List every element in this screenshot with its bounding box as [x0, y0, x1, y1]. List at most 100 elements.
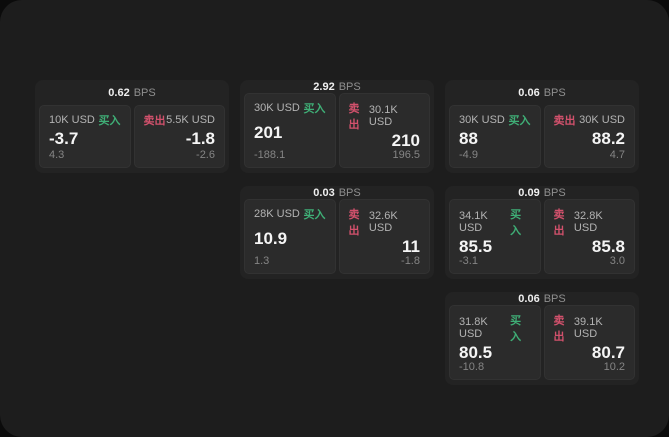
bps-unit-label: BPS [543, 292, 566, 305]
sell-price: -1.8 [185, 129, 215, 148]
buy-price: 80.5 [459, 343, 493, 362]
sell-change: 10.2 [603, 361, 625, 373]
sell-panel[interactable]: 卖出 32.8K USD 85.8 3.0 [543, 199, 635, 274]
sell-amount: 32.6K USD [368, 210, 398, 234]
quote-card: 0.09 BPS 34.1K USD 买入 85.5 -3.1 卖出 32.8K… [445, 186, 639, 279]
quote-card: 2.92 BPS 30K USD 买入 201 -188.1 卖出 30.1K … [240, 80, 434, 173]
sell-panel-top: 卖出 5.5K USD [144, 112, 216, 128]
buy-price: 85.5 [459, 237, 493, 256]
sell-panel[interactable]: 卖出 39.1K USD 80.7 10.2 [543, 305, 635, 380]
sell-change: 3.0 [609, 255, 625, 267]
sell-price: 85.8 [591, 237, 625, 256]
sell-amount: 39.1K USD [573, 316, 603, 340]
buy-panel-top: 30K USD 买入 [254, 100, 326, 116]
buy-panel[interactable]: 30K USD 买入 88 -4.9 [449, 105, 541, 168]
bps-value: 0.03 [313, 186, 335, 199]
sell-panel[interactable]: 卖出 30K USD 88.2 4.7 [543, 105, 635, 168]
sell-panel-top: 卖出 32.8K USD [554, 206, 626, 238]
buy-change: -4.9 [459, 149, 478, 161]
buy-amount: 10K USD [49, 114, 95, 126]
sell-side-label: 卖出 [553, 315, 565, 343]
sell-amount: 5.5K USD [166, 114, 215, 126]
buy-change: -3.1 [459, 255, 478, 267]
bps-unit-label: BPS [543, 86, 566, 99]
buy-side-label: 买入 [510, 209, 522, 237]
quote-cards-grid: 0.62 BPS 10K USD 买入 -3.7 4.3 卖出 5.5K USD [35, 80, 639, 385]
buy-panel[interactable]: 28K USD 买入 10.9 1.3 [244, 199, 336, 274]
bps-value: 0.06 [518, 86, 540, 99]
sell-change: 196.5 [392, 149, 420, 161]
sell-panel-top: 卖出 30.1K USD [349, 100, 421, 132]
buy-side-label: 买入 [303, 103, 326, 115]
sell-panel-top: 卖出 39.1K USD [554, 312, 626, 344]
sell-side-label: 卖出 [348, 103, 360, 131]
panels-row: 10K USD 买入 -3.7 4.3 卖出 5.5K USD -1.8 -2.… [35, 105, 229, 173]
buy-panel-top: 31.8K USD 买入 [459, 312, 531, 344]
buy-panel-top: 30K USD 买入 [459, 112, 531, 128]
sell-price: 88.2 [591, 129, 625, 148]
buy-side-label: 买入 [303, 209, 326, 221]
buy-panel-top: 10K USD 买入 [49, 112, 121, 128]
quote-card: 0.06 BPS 31.8K USD 买入 80.5 -10.8 卖出 39.1… [445, 292, 639, 385]
buy-price: 88 [459, 129, 478, 148]
buy-side-label: 买入 [508, 115, 531, 127]
bps-value: 2.92 [313, 80, 335, 93]
quote-card: 0.06 BPS 30K USD 买入 88 -4.9 卖出 30K USD [445, 80, 639, 173]
buy-amount: 30K USD [459, 114, 505, 126]
bps-unit-label: BPS [338, 80, 361, 93]
buy-change: -188.1 [254, 149, 286, 161]
panels-row: 28K USD 买入 10.9 1.3 卖出 32.6K USD 11 -1.8 [240, 199, 434, 279]
sell-panel-top: 卖出 32.6K USD [349, 206, 421, 238]
sell-panel[interactable]: 卖出 30.1K USD 210 196.5 [338, 93, 430, 168]
buy-price: 201 [254, 123, 283, 142]
buy-panel[interactable]: 30K USD 买入 201 -188.1 [244, 93, 336, 168]
panels-row: 30K USD 买入 88 -4.9 卖出 30K USD 88.2 4.7 [445, 105, 639, 173]
buy-amount: 34.1K USD [459, 210, 488, 234]
sell-change: 4.7 [609, 149, 625, 161]
bps-header: 0.06 BPS [445, 292, 639, 305]
quote-card: 0.03 BPS 28K USD 买入 10.9 1.3 卖出 32.6K US… [240, 186, 434, 279]
sell-change: -2.6 [196, 149, 215, 161]
panels-row: 30K USD 买入 201 -188.1 卖出 30.1K USD 210 1… [240, 93, 434, 173]
buy-panel[interactable]: 31.8K USD 买入 80.5 -10.8 [449, 305, 541, 380]
buy-side-label: 买入 [98, 115, 121, 127]
buy-panel-top: 28K USD 买入 [254, 206, 326, 222]
buy-panel-top: 34.1K USD 买入 [459, 206, 531, 238]
bps-unit-label: BPS [543, 186, 566, 199]
bps-header: 0.06 BPS [445, 80, 639, 105]
buy-panel[interactable]: 34.1K USD 买入 85.5 -3.1 [449, 199, 541, 274]
sell-side-label: 卖出 [553, 115, 576, 127]
sell-price: 11 [402, 237, 420, 256]
buy-panel[interactable]: 10K USD 买入 -3.7 4.3 [39, 105, 131, 168]
bps-header: 0.03 BPS [240, 186, 434, 199]
sell-price: 210 [391, 131, 420, 150]
sell-amount: 30K USD [579, 114, 625, 126]
quote-card: 0.62 BPS 10K USD 买入 -3.7 4.3 卖出 5.5K USD [35, 80, 229, 173]
bps-unit-label: BPS [133, 86, 156, 99]
bps-value: 0.62 [108, 86, 130, 99]
sell-side-label: 卖出 [553, 209, 565, 237]
sell-side-label: 卖出 [348, 209, 360, 237]
buy-change: 4.3 [49, 149, 65, 161]
bps-header: 2.92 BPS [240, 80, 434, 93]
bps-value: 0.06 [518, 292, 540, 305]
buy-amount: 31.8K USD [459, 316, 488, 340]
sell-panel[interactable]: 卖出 5.5K USD -1.8 -2.6 [133, 105, 225, 168]
buy-price: -3.7 [49, 129, 79, 148]
sell-side-label: 卖出 [143, 115, 166, 127]
buy-change: -10.8 [459, 361, 485, 373]
sell-price: 80.7 [591, 343, 625, 362]
panels-row: 34.1K USD 买入 85.5 -3.1 卖出 32.8K USD 85.8… [445, 199, 639, 279]
bps-value: 0.09 [518, 186, 540, 199]
buy-amount: 30K USD [254, 102, 300, 114]
buy-amount: 28K USD [254, 208, 300, 220]
sell-panel[interactable]: 卖出 32.6K USD 11 -1.8 [338, 199, 430, 274]
sell-amount: 32.8K USD [573, 210, 603, 234]
sell-panel-top: 卖出 30K USD [554, 112, 626, 128]
bps-unit-label: BPS [338, 186, 361, 199]
buy-side-label: 买入 [510, 315, 522, 343]
buy-price: 10.9 [254, 229, 288, 248]
sell-amount: 30.1K USD [368, 104, 398, 128]
sell-change: -1.8 [401, 255, 420, 267]
